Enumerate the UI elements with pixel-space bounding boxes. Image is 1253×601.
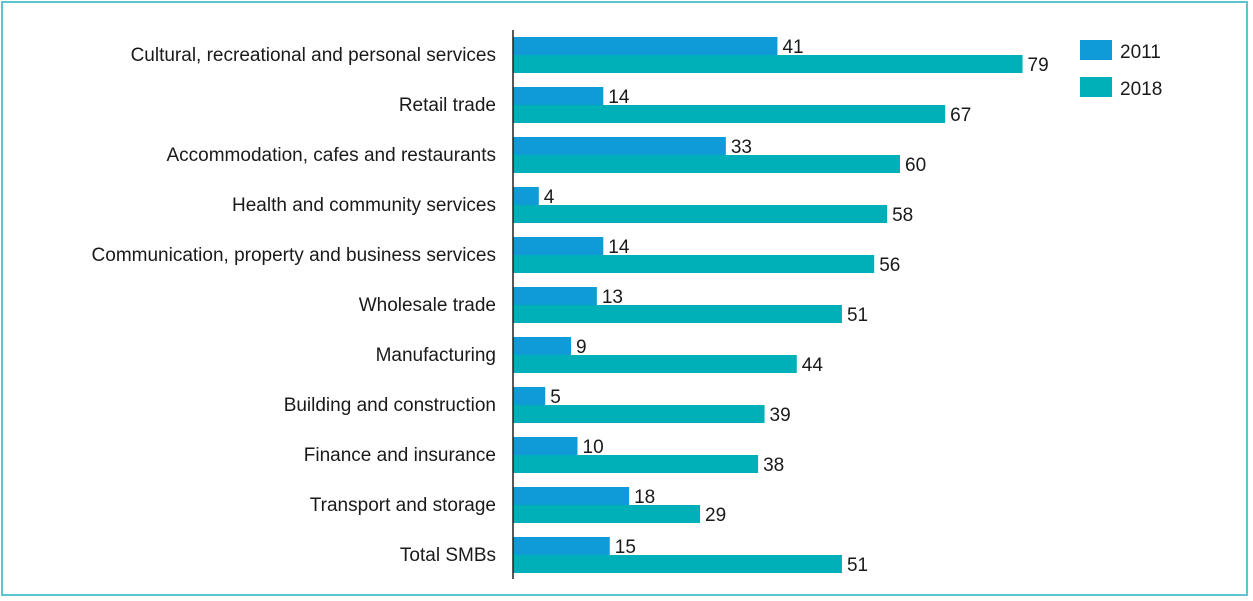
bar-2011-8 bbox=[513, 437, 578, 455]
legend: 2011 2018 bbox=[1080, 40, 1162, 100]
data-label: 10 bbox=[583, 437, 604, 458]
data-label: 39 bbox=[770, 405, 791, 426]
category-label: Communication, property and business ser… bbox=[92, 245, 496, 266]
bar-2018-0 bbox=[513, 55, 1023, 73]
legend-label: 2018 bbox=[1120, 79, 1162, 100]
data-label: 41 bbox=[782, 37, 803, 58]
data-label: 33 bbox=[731, 137, 752, 158]
bar-2011-7 bbox=[513, 387, 546, 405]
data-label: 79 bbox=[1028, 55, 1049, 76]
bar-2018-8 bbox=[513, 455, 759, 473]
category-label: Retail trade bbox=[399, 95, 496, 116]
bar-2011-10 bbox=[513, 537, 610, 555]
data-label: 14 bbox=[608, 87, 630, 108]
bar-2011-6 bbox=[513, 337, 572, 355]
data-label: 15 bbox=[615, 537, 636, 558]
data-label: 14 bbox=[608, 237, 630, 258]
data-label: 51 bbox=[847, 305, 868, 326]
bar-2018-1 bbox=[513, 105, 946, 123]
bars: 41 79 14 67 33 60 4 58 14 56 13 51 9 44 5 39 10 38 18 29 15 5… bbox=[513, 37, 1049, 576]
bar-2018-6 bbox=[513, 355, 797, 373]
bar-2011-1 bbox=[513, 87, 604, 105]
category-label: Finance and insurance bbox=[304, 445, 496, 466]
category-label: Wholesale trade bbox=[359, 295, 496, 316]
data-label: 5 bbox=[550, 387, 561, 408]
data-label: 51 bbox=[847, 555, 868, 576]
bar-2018-3 bbox=[513, 205, 888, 223]
category-label: Accommodation, cafes and restaurants bbox=[166, 145, 496, 166]
data-label: 29 bbox=[705, 505, 726, 526]
bar-2011-4 bbox=[513, 237, 604, 255]
category-labels: Cultural, recreational and personal serv… bbox=[92, 45, 496, 566]
bar-2018-7 bbox=[513, 405, 765, 423]
category-label: Transport and storage bbox=[310, 495, 496, 516]
data-label: 4 bbox=[544, 187, 555, 208]
data-label: 13 bbox=[602, 287, 623, 308]
category-label: Building and construction bbox=[284, 395, 496, 416]
bar-2018-10 bbox=[513, 555, 842, 573]
data-label: 58 bbox=[892, 205, 913, 226]
category-label: Health and community services bbox=[232, 195, 496, 216]
bar-2018-4 bbox=[513, 255, 875, 273]
data-label: 9 bbox=[576, 337, 587, 358]
bar-2011-2 bbox=[513, 137, 726, 155]
bar-2011-3 bbox=[513, 187, 539, 205]
legend-swatch-2018 bbox=[1080, 77, 1112, 97]
category-label: Manufacturing bbox=[376, 345, 496, 366]
data-label: 44 bbox=[802, 355, 824, 376]
category-label: Total SMBs bbox=[400, 545, 496, 566]
bar-2018-2 bbox=[513, 155, 900, 173]
legend-swatch-2011 bbox=[1080, 40, 1112, 60]
bar-2011-5 bbox=[513, 287, 597, 305]
data-label: 56 bbox=[879, 255, 900, 276]
data-label: 60 bbox=[905, 155, 926, 176]
bar-2018-9 bbox=[513, 505, 701, 523]
category-label: Cultural, recreational and personal serv… bbox=[131, 45, 496, 66]
data-label: 38 bbox=[763, 455, 784, 476]
data-label: 18 bbox=[634, 487, 655, 508]
bar-2018-5 bbox=[513, 305, 842, 323]
legend-label: 2011 bbox=[1120, 42, 1161, 63]
bar-2011-0 bbox=[513, 37, 778, 55]
data-label: 67 bbox=[950, 105, 971, 126]
bar-2011-9 bbox=[513, 487, 630, 505]
